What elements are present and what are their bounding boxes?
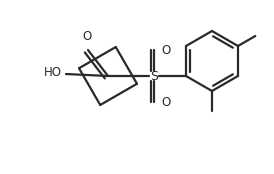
Text: S: S xyxy=(150,69,158,82)
Text: O: O xyxy=(161,44,170,57)
Text: O: O xyxy=(161,96,170,109)
Text: O: O xyxy=(82,30,92,43)
Text: HO: HO xyxy=(44,66,62,80)
